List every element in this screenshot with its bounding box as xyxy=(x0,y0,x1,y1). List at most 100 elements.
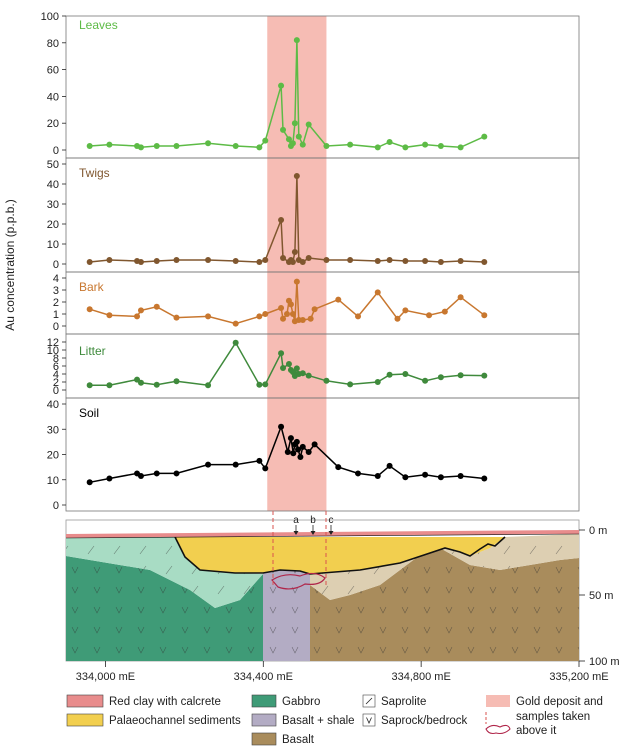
data-point-bark-3 xyxy=(137,307,144,314)
data-point-litter-9 xyxy=(262,381,269,388)
ytick-label-leaves-80: 80 xyxy=(47,38,59,50)
data-point-leaves-3 xyxy=(137,144,144,151)
data-point-bark-19 xyxy=(299,317,306,323)
data-point-bark-1 xyxy=(106,312,113,319)
data-point-leaves-15 xyxy=(291,120,298,127)
data-point-twigs-6 xyxy=(205,257,212,263)
legend-label-saprolite: Saprolite xyxy=(381,696,426,708)
ytick-label-soil-20: 20 xyxy=(47,450,59,462)
data-point-litter-8 xyxy=(256,381,263,388)
xtick-label-1: 334,400 mE xyxy=(234,671,293,683)
data-point-soil-25 xyxy=(402,474,409,481)
data-point-soil-24 xyxy=(386,462,393,469)
legend-swatch-gabbro xyxy=(251,694,277,708)
data-point-bark-2 xyxy=(134,313,141,320)
data-point-bark-27 xyxy=(426,312,433,319)
data-point-twigs-19 xyxy=(305,255,312,261)
depth-axis: 0 m 50 m 100 m xyxy=(579,525,620,668)
ytick-label-soil-40: 40 xyxy=(47,399,59,411)
data-point-litter-11 xyxy=(280,365,287,371)
data-point-bark-26 xyxy=(402,307,409,314)
xtick-label-2: 334,800 mE xyxy=(391,671,450,683)
ytick-label-leaves-60: 60 xyxy=(47,65,59,77)
data-point-twigs-20 xyxy=(323,257,330,263)
data-point-litter-12 xyxy=(285,361,292,367)
data-point-soil-9 xyxy=(262,465,269,472)
data-point-leaves-7 xyxy=(232,142,239,149)
x-axis: 334,000 mE 334,400 mE 334,800 mE 335,200 mE xyxy=(76,661,609,683)
data-point-twigs-10 xyxy=(278,217,285,223)
sample-marker-c: c xyxy=(328,515,334,535)
data-point-twigs-24 xyxy=(402,258,409,264)
ytick-label-bark-2: 2 xyxy=(53,297,59,309)
data-point-soil-10 xyxy=(278,423,285,430)
ytick-label-twigs-50: 50 xyxy=(47,159,59,171)
ytick-label-twigs-10: 10 xyxy=(47,239,59,251)
panel-soil: 0 10 20 30 40 Soil xyxy=(47,397,580,512)
data-point-bark-7 xyxy=(232,320,239,327)
ytick-label-litter-12: 12 xyxy=(47,337,59,349)
ytick-label-leaves-20: 20 xyxy=(47,118,59,130)
data-point-litter-20 xyxy=(323,377,330,384)
ytick-label-litter-0: 0 xyxy=(53,385,59,397)
data-point-twigs-3 xyxy=(137,259,144,265)
gold-deposit-band xyxy=(267,16,327,511)
data-point-leaves-24 xyxy=(402,144,409,151)
legend-label-gabbro: Gabbro xyxy=(282,696,320,708)
data-point-leaves-5 xyxy=(173,142,180,149)
ytick-label-litter-8: 8 xyxy=(53,353,59,365)
ytick-label-bark-3: 3 xyxy=(53,285,59,297)
data-point-bark-14 xyxy=(287,301,294,308)
data-point-leaves-17 xyxy=(295,133,302,140)
data-point-leaves-23 xyxy=(386,138,393,145)
data-point-leaves-26 xyxy=(437,142,444,149)
legend-swatch-palaeochannel xyxy=(66,713,104,727)
data-point-leaves-22 xyxy=(374,144,381,151)
data-point-bark-24 xyxy=(374,289,381,296)
data-point-twigs-27 xyxy=(457,258,464,264)
data-point-soil-12 xyxy=(287,435,294,442)
data-point-bark-6 xyxy=(205,313,212,320)
ytick-label-bark-0: 0 xyxy=(53,321,59,333)
panel-leaves: 0 20 40 60 80 100 Leaves xyxy=(41,11,580,159)
sample-outline xyxy=(271,572,326,590)
data-point-leaves-4 xyxy=(153,142,160,149)
data-point-bark-9 xyxy=(262,311,269,317)
data-point-twigs-7 xyxy=(232,258,239,264)
data-point-litter-5 xyxy=(173,378,180,385)
ytick-label-leaves-40: 40 xyxy=(47,91,59,103)
data-point-twigs-4 xyxy=(153,258,160,264)
svg-text:b: b xyxy=(310,515,316,526)
data-point-soil-27 xyxy=(437,474,444,481)
data-point-twigs-16 xyxy=(293,173,300,179)
data-point-soil-15 xyxy=(293,438,300,445)
data-point-soil-20 xyxy=(311,441,318,448)
ytick-label-twigs-30: 30 xyxy=(47,199,59,211)
legend-swatch-gold-deposit xyxy=(486,695,510,707)
data-point-soil-1 xyxy=(106,475,113,482)
legend-label-above-it: above it xyxy=(516,725,557,737)
data-point-litter-0 xyxy=(86,382,93,389)
data-point-soil-0 xyxy=(86,479,93,486)
data-point-leaves-18 xyxy=(299,141,306,148)
data-point-litter-23 xyxy=(386,371,393,378)
svg-text:a: a xyxy=(293,515,299,526)
data-point-leaves-28 xyxy=(481,133,488,140)
data-point-twigs-21 xyxy=(347,257,354,263)
data-point-soil-19 xyxy=(305,448,312,455)
chart-panels: 020406080100Leaves01020304050Twigs01234B… xyxy=(41,11,580,512)
legend-label-basalt-shale: Basalt + shale xyxy=(282,715,355,727)
ytick-label-soil-30: 30 xyxy=(47,424,59,436)
ytick-label-soil-0: 0 xyxy=(53,500,59,512)
geological-cross-section: a b c 0 m 50 m 100 m 334,000 mE 334,400 m… xyxy=(65,511,620,683)
xtick-label-3: 335,200 mE xyxy=(549,671,608,683)
sample-marker-b: b xyxy=(310,515,316,535)
data-point-bark-12 xyxy=(283,311,290,317)
data-point-leaves-8 xyxy=(256,144,263,151)
data-point-litter-27 xyxy=(457,372,464,379)
data-point-soil-26 xyxy=(422,471,429,478)
red-clay-calcrete xyxy=(66,530,579,538)
data-point-soil-4 xyxy=(153,470,160,477)
data-point-litter-19 xyxy=(305,372,312,379)
ytick-label-twigs-0: 0 xyxy=(53,259,59,271)
